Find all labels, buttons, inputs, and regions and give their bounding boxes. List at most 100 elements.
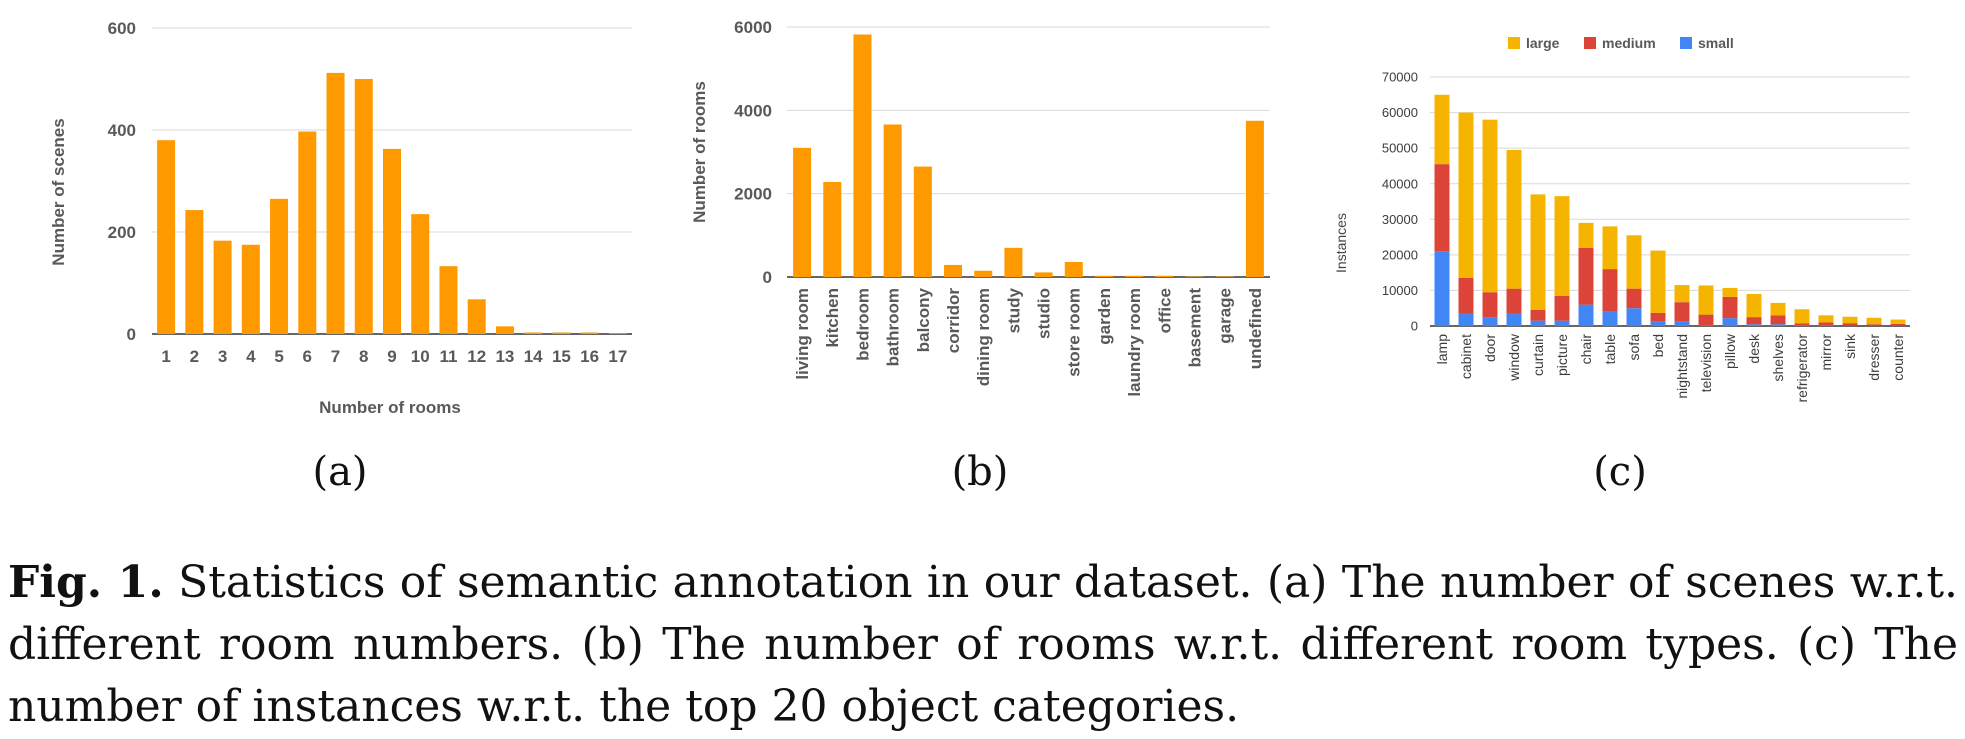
bar-small: [1746, 324, 1762, 326]
x-tick-label: kitchen: [823, 288, 842, 348]
y-tick-label: 30000: [1382, 212, 1418, 227]
bar-medium: [1554, 295, 1570, 321]
y-tick-label: 4000: [734, 101, 772, 120]
bar-large: [1530, 194, 1546, 310]
bar-medium: [1818, 322, 1834, 326]
bar-small: [1770, 324, 1786, 326]
bar-medium: [1482, 292, 1498, 318]
bar-large: [1794, 309, 1810, 324]
legend-label-small: small: [1698, 35, 1734, 51]
y-tick-label: 6000: [734, 18, 772, 37]
y-tick-label: 10000: [1382, 283, 1418, 298]
x-tick-label: 4: [246, 347, 256, 366]
x-tick-label: study: [1004, 287, 1023, 333]
x-tick-label: 2: [190, 347, 199, 366]
bar-large: [1698, 285, 1714, 315]
bar-large: [1506, 149, 1522, 289]
bar: [354, 79, 373, 334]
chart-b: 0 2000 4000 6000 living room kitchen bedroom ba…: [690, 18, 1270, 397]
bar-large: [1674, 285, 1690, 303]
y-tick-label: 40000: [1382, 176, 1418, 191]
x-tick-label: 5: [274, 347, 283, 366]
x-tick-label: 13: [495, 347, 514, 366]
bar-large: [1890, 319, 1906, 324]
x-tick-label: garage: [1216, 288, 1235, 344]
bar-small: [1722, 318, 1738, 326]
bar-large: [1434, 94, 1450, 165]
bar: [326, 72, 345, 334]
bar: [853, 34, 872, 277]
bar: [213, 240, 232, 334]
chart-c: 0 10000 20000 30000 40000 50000 60000 70000 lamp…: [1333, 35, 1910, 402]
y-tick-label: 600: [108, 19, 136, 38]
bar-medium: [1578, 247, 1594, 305]
bar-large: [1722, 287, 1738, 297]
bar-large: [1458, 112, 1474, 278]
legend-label-medium: medium: [1602, 35, 1656, 51]
x-tick-label: desk: [1746, 333, 1762, 364]
bar-small: [1482, 317, 1498, 326]
bar-small: [1602, 311, 1618, 326]
panel-label-c: (c): [1593, 449, 1647, 495]
legend-label-large: large: [1526, 35, 1560, 51]
bar-medium: [1698, 314, 1714, 326]
x-tick-label: 1: [161, 347, 170, 366]
bar-large: [1866, 317, 1882, 325]
x-tick-label: 10: [411, 347, 430, 366]
figure-caption: Fig. 1. Statistics of semantic annotatio…: [8, 552, 1958, 738]
legend-swatch-small: [1680, 37, 1692, 49]
bar-medium: [1770, 315, 1786, 325]
y-tick-label: 60000: [1382, 105, 1418, 120]
bar-small: [1698, 325, 1714, 326]
x-axis-title: Number of rooms: [319, 398, 461, 417]
bar-medium: [1650, 312, 1666, 322]
bar: [383, 148, 401, 334]
bar: [1155, 275, 1174, 277]
bar-small: [1674, 321, 1690, 326]
x-tick-label: office: [1155, 288, 1174, 333]
x-tick-label: store room: [1065, 288, 1084, 377]
bar-small: [1794, 325, 1810, 326]
x-tick-label: refrigerator: [1794, 334, 1810, 403]
bar-small: [1530, 320, 1546, 326]
x-tick-label: balcony: [914, 287, 933, 352]
x-tick-label: undefined: [1246, 288, 1265, 369]
y-axis-title: Number of rooms: [690, 81, 709, 223]
y-tick-label: 0: [763, 268, 772, 287]
bar: [793, 147, 812, 277]
bar-medium: [1602, 269, 1618, 312]
x-tick-label: mirror: [1818, 334, 1834, 371]
bar: [298, 131, 317, 334]
y-tick-label: 0: [1411, 319, 1418, 334]
bar-medium: [1674, 302, 1690, 322]
x-tick-label: 7: [331, 347, 340, 366]
y-tick-label: 200: [108, 223, 136, 242]
bar-medium: [1626, 288, 1642, 309]
x-tick-label: nightstand: [1674, 334, 1690, 399]
x-tick-label: counter: [1890, 334, 1906, 381]
bar-large: [1770, 302, 1786, 316]
x-tick-label: 6: [303, 347, 312, 366]
x-tick-label: 15: [552, 347, 571, 366]
x-tick-label: cabinet: [1458, 334, 1474, 379]
x-tick-label: garden: [1095, 288, 1114, 345]
y-axis-title: Instances: [1333, 213, 1349, 273]
x-tick-label: 14: [524, 347, 543, 366]
x-tick-label: laundry room: [1125, 288, 1144, 397]
y-tick-label: 2000: [734, 185, 772, 204]
bar-large: [1602, 226, 1618, 270]
bar: [580, 332, 599, 334]
bar-small: [1818, 325, 1834, 326]
caption-text: Statistics of semantic annotation in our…: [8, 557, 1958, 732]
bar: [608, 333, 627, 334]
bar: [1034, 272, 1053, 277]
x-tick-label: dresser: [1866, 334, 1882, 381]
x-tick-label: 12: [467, 347, 486, 366]
bar-medium: [1890, 323, 1906, 326]
bar: [411, 214, 430, 334]
legend-swatch-medium: [1584, 37, 1596, 49]
bar: [974, 270, 993, 277]
bar-large: [1746, 293, 1762, 318]
x-tick-label: 16: [580, 347, 599, 366]
